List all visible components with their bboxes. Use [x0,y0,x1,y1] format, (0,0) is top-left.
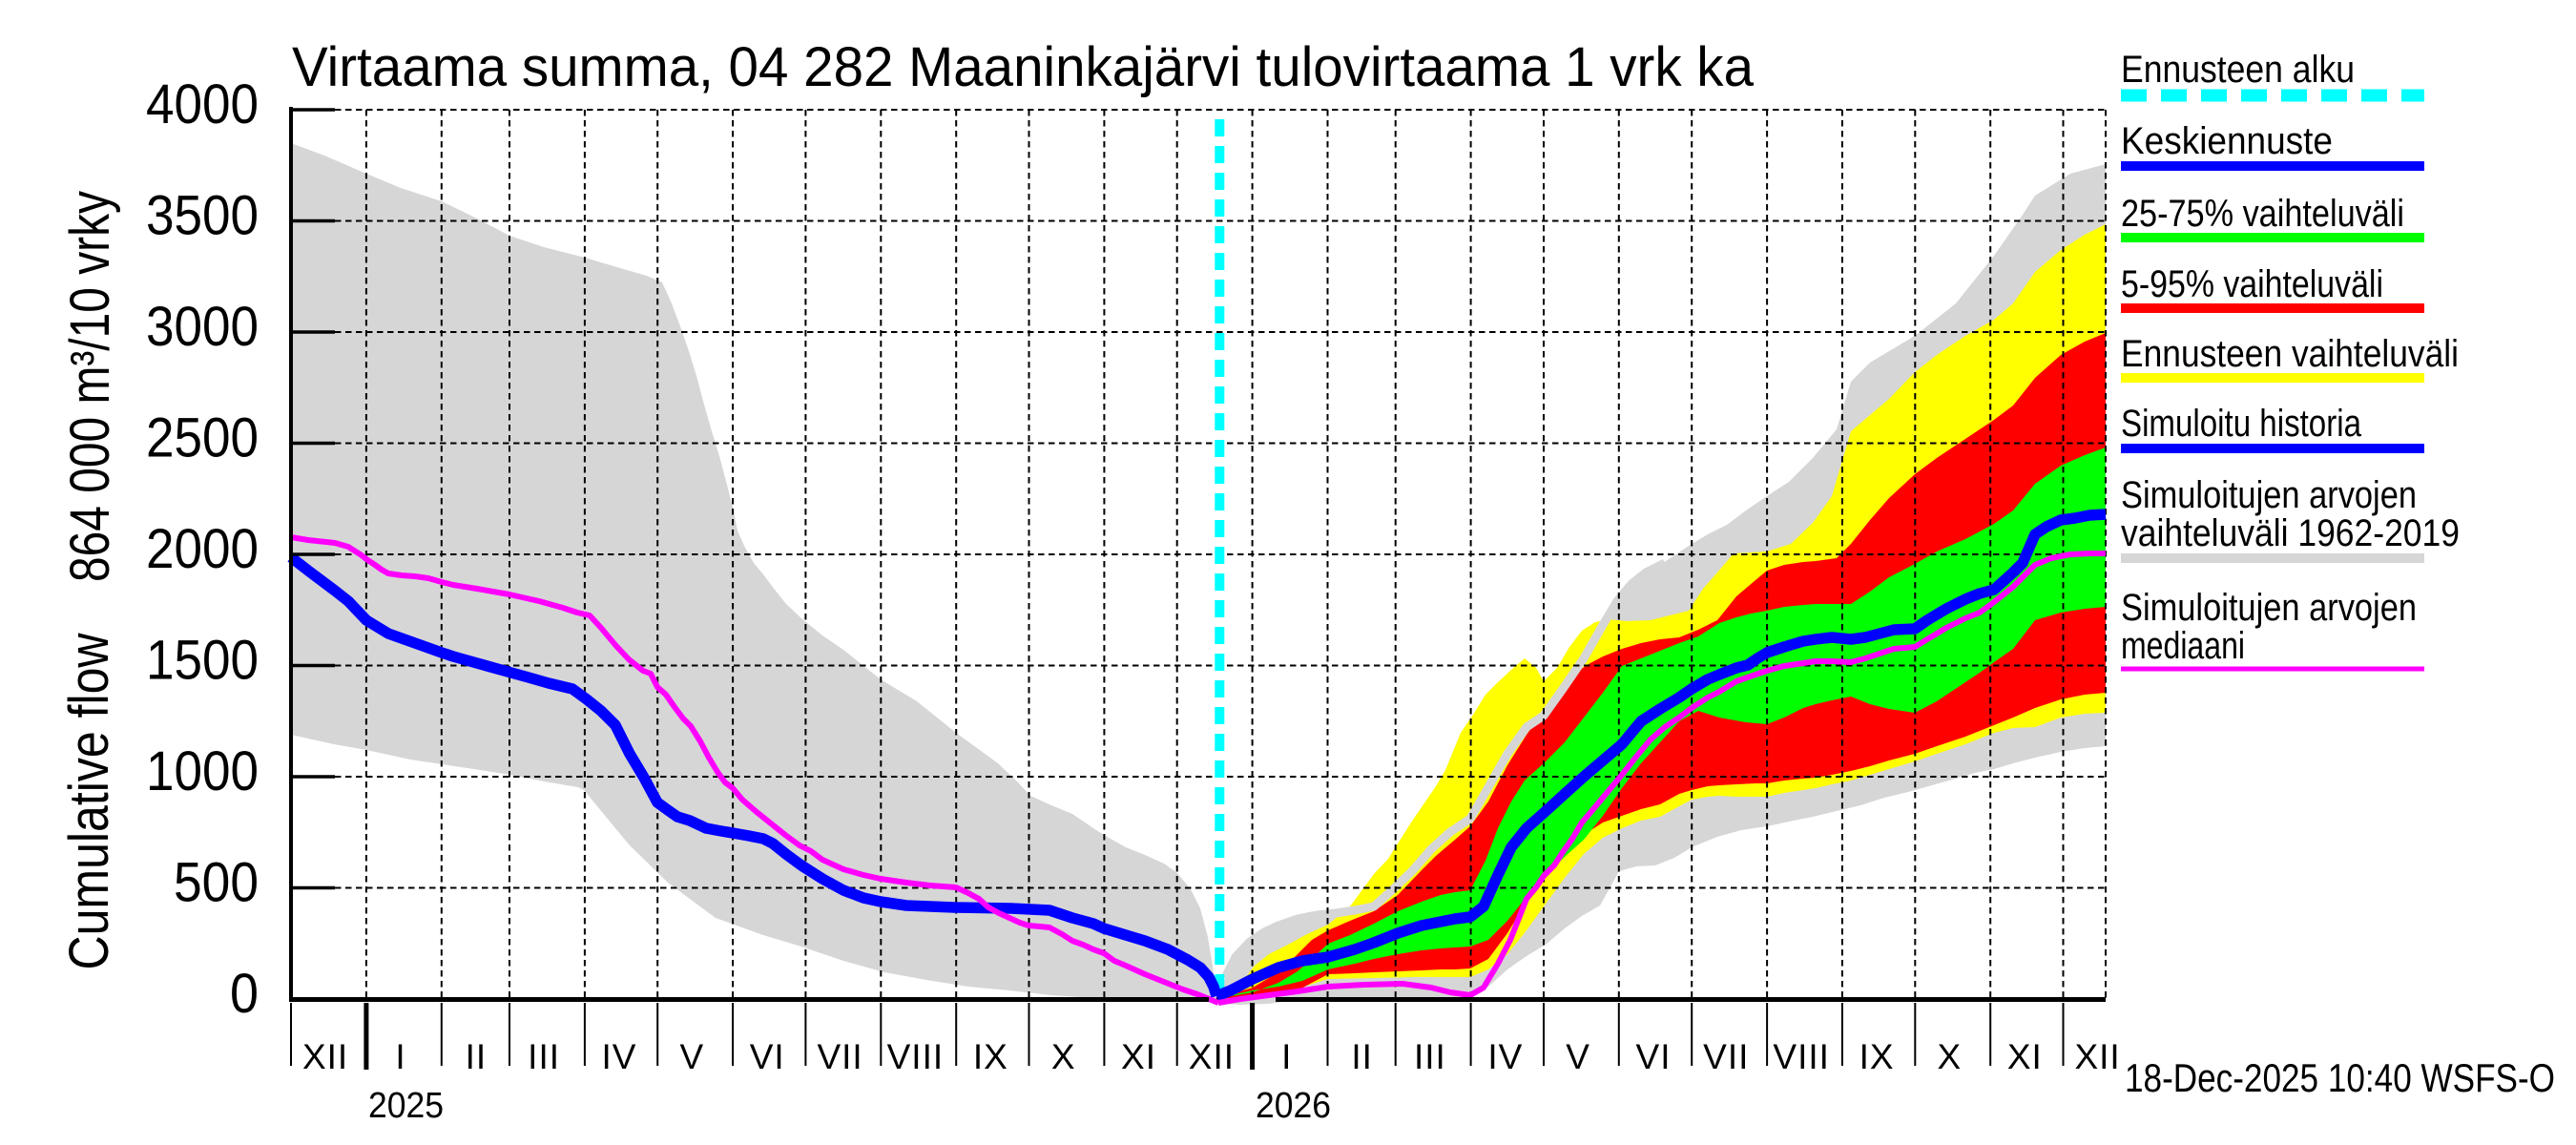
svg-text:IV: IV [1487,1037,1523,1076]
svg-text:Simuloitujen arvojen: Simuloitujen arvojen [2121,474,2417,516]
svg-text:IX: IX [973,1037,1008,1076]
svg-text:VII: VII [1703,1037,1749,1076]
svg-text:1500: 1500 [146,630,259,692]
svg-text:1000: 1000 [146,740,259,802]
svg-text:Ennusteen vaihteluväli: Ennusteen vaihteluväli [2121,333,2459,375]
svg-text:XII: XII [1189,1037,1235,1076]
svg-text:II: II [1351,1037,1373,1076]
svg-text:Ennusteen alku: Ennusteen alku [2121,49,2355,91]
svg-text:18-Dec-2025 10:40 WSFS-O: 18-Dec-2025 10:40 WSFS-O [2125,1055,2555,1100]
svg-text:Simuloitujen arvojen: Simuloitujen arvojen [2121,587,2417,629]
svg-text:X: X [1938,1037,1963,1076]
svg-text:25-75% vaihteluväli: 25-75% vaihteluväli [2121,193,2404,235]
svg-text:Virtaama summa, 04 282 Maanink: Virtaama summa, 04 282 Maaninkajärvi tul… [292,36,1755,98]
svg-text:4000: 4000 [146,73,259,135]
svg-text:Cumulative flow: Cumulative flow [58,633,120,970]
svg-text:III: III [1414,1037,1446,1076]
svg-text:Keskiennuste: Keskiennuste [2121,120,2333,162]
svg-text:XI: XI [2007,1037,2043,1076]
svg-text:3000: 3000 [146,296,259,358]
svg-text:V: V [1566,1037,1590,1076]
svg-text:2000: 2000 [146,518,259,580]
svg-text:mediaani: mediaani [2121,625,2245,667]
svg-text:vaihteluväli 1962-2019: vaihteluväli 1962-2019 [2121,512,2460,554]
svg-text:VIII: VIII [887,1037,945,1076]
svg-text:IV: IV [602,1037,637,1076]
svg-text:Simuloitu historia: Simuloitu historia [2121,403,2362,445]
svg-text:I: I [1281,1037,1292,1076]
svg-text:3500: 3500 [146,185,259,247]
svg-text:I: I [395,1037,405,1076]
svg-text:VII: VII [817,1037,862,1076]
svg-text:III: III [528,1037,560,1076]
svg-text:XI: XI [1121,1037,1156,1076]
svg-text:0: 0 [230,963,259,1025]
svg-text:VIII: VIII [1773,1037,1830,1076]
svg-text:864 000 m³/10 vrky: 864 000 m³/10 vrky [59,191,121,582]
svg-text:2025: 2025 [368,1086,444,1126]
svg-text:X: X [1051,1037,1076,1076]
svg-text:XII: XII [2074,1037,2120,1076]
svg-text:V: V [680,1037,705,1076]
svg-text:IX: IX [1859,1037,1895,1076]
svg-text:2026: 2026 [1256,1086,1331,1126]
svg-text:5-95% vaihteluväli: 5-95% vaihteluväli [2121,263,2383,305]
svg-text:VI: VI [1636,1037,1672,1076]
svg-text:XII: XII [302,1037,348,1076]
svg-text:VI: VI [750,1037,785,1076]
svg-text:2500: 2500 [146,407,259,469]
svg-text:II: II [466,1037,488,1076]
svg-text:500: 500 [174,852,259,914]
